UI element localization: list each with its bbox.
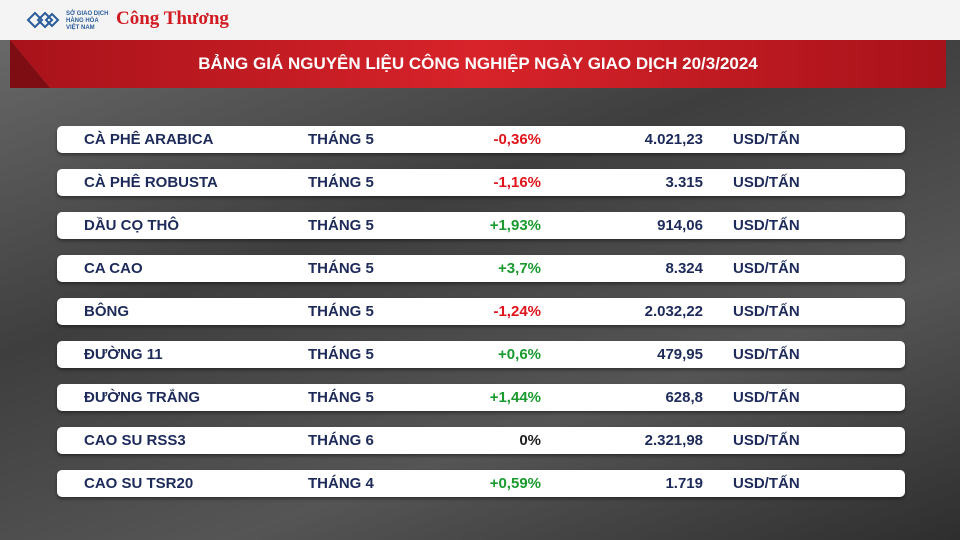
price: 3.315 — [665, 174, 703, 191]
top-bar: SỞ GIAO DỊCH HÀNG HÓA VIỆT NAM Công Thươ… — [0, 0, 960, 40]
table-row: CÀ PHÊ ROBUSTA THÁNG 5 -1,16% 3.315 USD/TẤN — [57, 169, 905, 196]
unit: USD/TẤN — [733, 174, 800, 191]
price: 2.321,98 — [644, 432, 703, 449]
commodity: CÀ PHÊ ARABICA — [84, 131, 214, 148]
unit: USD/TẤN — [733, 475, 800, 492]
price: 2.032,22 — [644, 303, 703, 320]
change: +1,93% — [489, 217, 541, 234]
title-banner — [10, 40, 946, 88]
commodity: CAO SU RSS3 — [84, 432, 186, 449]
table-row: CAO SU RSS3 THÁNG 6 0% 2.321,98 USD/TẤN — [57, 427, 905, 454]
table-row: ĐƯỜNG 11 THÁNG 5 +0,6% 479,95 USD/TẤN — [57, 341, 905, 368]
unit: USD/TẤN — [733, 303, 800, 320]
table-row: CA CAO THÁNG 5 +3,7% 8.324 USD/TẤN — [57, 255, 905, 282]
table-row: DẦU CỌ THÔ THÁNG 5 +1,93% 914,06 USD/TẤN — [57, 212, 905, 239]
commodity: BÔNG — [84, 303, 129, 320]
unit: USD/TẤN — [733, 432, 800, 449]
price: 914,06 — [657, 217, 703, 234]
contract-month: THÁNG 6 — [308, 432, 374, 449]
title: BẢNG GIÁ NGUYÊN LIỆU CÔNG NGHIỆP NGÀY GI… — [198, 54, 758, 73]
unit: USD/TẤN — [733, 260, 800, 277]
unit: USD/TẤN — [733, 346, 800, 363]
change: +3,7% — [498, 260, 541, 277]
logo-org: VIỆT NAM — [66, 25, 95, 31]
table-row: CAO SU TSR20 THÁNG 4 +0,59% 1.719 USD/TẤN — [57, 470, 905, 497]
logo-brand: Công Thương — [116, 8, 229, 29]
commodity: DẦU CỌ THÔ — [84, 217, 179, 234]
contract-month: THÁNG 5 — [308, 217, 374, 234]
commodity: CA CAO — [84, 260, 143, 277]
commodity: ĐƯỜNG TRẮNG — [84, 389, 201, 406]
change: 0% — [519, 432, 541, 449]
contract-month: THÁNG 5 — [308, 131, 374, 148]
price: 1.719 — [665, 475, 703, 492]
price: 628,8 — [665, 389, 703, 406]
contract-month: THÁNG 5 — [308, 260, 374, 277]
commodity: ĐƯỜNG 11 — [84, 346, 163, 363]
change: +0,6% — [498, 346, 541, 363]
contract-month: THÁNG 4 — [308, 475, 374, 492]
price: 479,95 — [657, 346, 703, 363]
commodity: CÀ PHÊ ROBUSTA — [84, 174, 218, 191]
change: +1,44% — [489, 389, 541, 406]
commodity: CAO SU TSR20 — [84, 475, 194, 492]
logo-org: HÀNG HÓA — [66, 18, 99, 24]
table-row: BÔNG THÁNG 5 -1,24% 2.032,22 USD/TẤN — [57, 298, 905, 325]
change: -1,16% — [493, 174, 541, 191]
unit: USD/TẤN — [733, 389, 800, 406]
price: 8.324 — [665, 260, 703, 277]
logo-mark — [26, 11, 60, 29]
table-row: CÀ PHÊ ARABICA THÁNG 5 -0,36% 4.021,23 USD/T… — [57, 126, 905, 153]
logo-org: SỞ GIAO DỊCH — [66, 11, 109, 17]
change: -0,36% — [493, 131, 541, 148]
price: 4.021,23 — [644, 131, 703, 148]
unit: USD/TẤN — [733, 131, 800, 148]
contract-month: THÁNG 5 — [308, 174, 374, 191]
change: +0,59% — [489, 475, 541, 492]
contract-month: THÁNG 5 — [308, 303, 374, 320]
contract-month: THÁNG 5 — [308, 389, 374, 406]
table-row: ĐƯỜNG TRẮNG THÁNG 5 +1,44% 628,8 USD/TẤN — [57, 384, 905, 411]
contract-month: THÁNG 5 — [308, 346, 374, 363]
unit: USD/TẤN — [733, 217, 800, 234]
change: -1,24% — [493, 303, 541, 320]
